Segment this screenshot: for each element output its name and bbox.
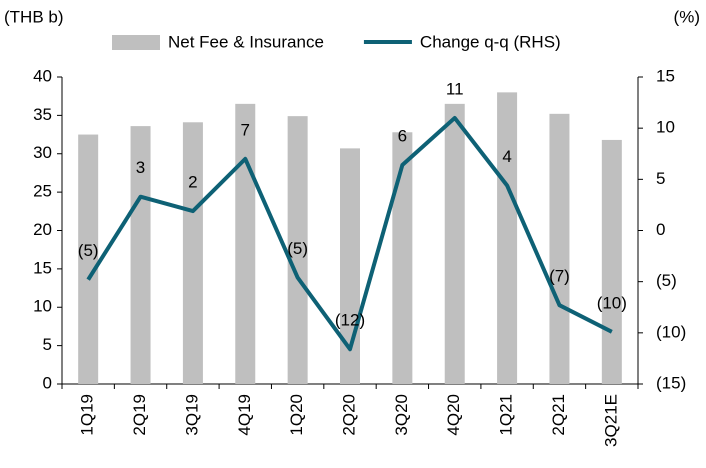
data-label: 4 <box>502 147 511 166</box>
legend-swatch <box>112 35 160 50</box>
data-label: 3 <box>136 158 145 177</box>
x-tick-label: 2Q21 <box>549 394 568 436</box>
y2-tick-label: 5 <box>656 169 665 188</box>
y-tick-label: 5 <box>43 335 52 354</box>
x-tick-label: 4Q19 <box>235 394 254 436</box>
y-tick-label: 0 <box>43 373 52 392</box>
y2-tick-label: (15) <box>656 373 686 392</box>
y2-tick-label: (10) <box>656 322 686 341</box>
x-tick-label: 2Q19 <box>130 394 149 436</box>
y-tick-label: 20 <box>33 220 52 239</box>
x-tick-label: 3Q21E <box>601 394 620 447</box>
y-tick-label: 15 <box>33 258 52 277</box>
bar <box>235 103 256 385</box>
y-tick-label: 10 <box>33 297 52 316</box>
y2-tick-label: (5) <box>656 271 677 290</box>
legend-label: Change q-q (RHS) <box>420 32 561 51</box>
data-label: 11 <box>446 79 464 98</box>
data-label: (7) <box>549 267 570 286</box>
y-tick-label: 25 <box>33 182 52 201</box>
bar <box>78 134 99 384</box>
y-tick-label: 30 <box>33 143 52 162</box>
data-label: 2 <box>188 173 197 192</box>
bar <box>392 132 413 384</box>
x-tick-label: 3Q19 <box>182 394 201 436</box>
data-label: (5) <box>287 239 308 258</box>
bar <box>601 139 622 384</box>
y2-tick-label: 0 <box>656 220 665 239</box>
line <box>86 115 613 352</box>
x-tick-label: 4Q20 <box>444 394 463 436</box>
y2-tick-label: 15 <box>656 66 675 85</box>
bar <box>287 116 308 384</box>
legend-label: Net Fee & Insurance <box>168 32 324 51</box>
x-tick-label: 2Q20 <box>339 394 358 436</box>
bar <box>182 122 203 384</box>
y-tick-label: 40 <box>33 66 52 85</box>
x-tick-label: 1Q20 <box>287 394 306 436</box>
x-tick-label: 1Q21 <box>497 394 516 436</box>
y2-axis-label: (%) <box>674 7 700 26</box>
bar <box>130 126 151 385</box>
data-label: 7 <box>241 120 250 139</box>
data-label: (12) <box>335 311 365 330</box>
x-tick-label: 3Q20 <box>392 394 411 436</box>
data-label: (5) <box>78 241 99 260</box>
y-tick-label: 35 <box>33 105 52 124</box>
x-tick-label: 1Q19 <box>78 394 97 436</box>
y-axis-label: (THB b) <box>4 7 64 26</box>
data-label: 6 <box>398 126 407 145</box>
y2-tick-label: 10 <box>656 118 675 137</box>
bar <box>549 113 570 384</box>
bar <box>497 92 518 384</box>
data-label: (10) <box>597 293 627 312</box>
bar <box>444 103 465 385</box>
